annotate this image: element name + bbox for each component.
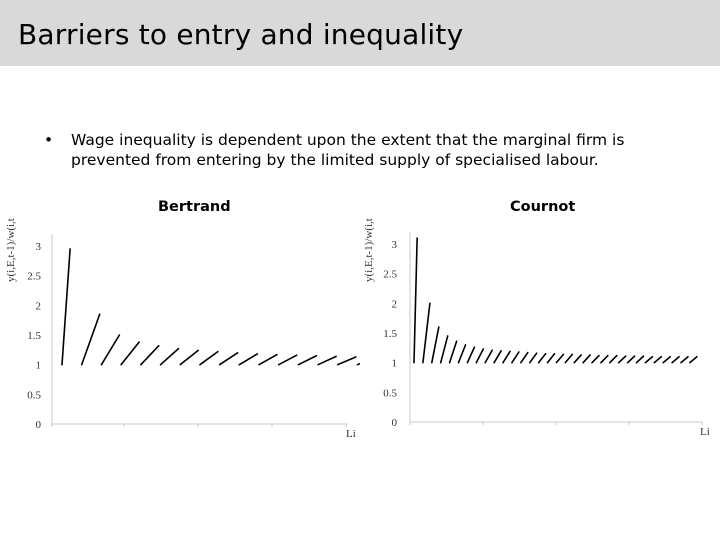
data-segment-11 — [511, 351, 520, 364]
data-segment-13 — [317, 355, 337, 366]
data-segment-30 — [680, 355, 689, 364]
data-segment-2 — [100, 334, 121, 366]
bullet-text: Wage inequality is dependent upon the ex… — [71, 131, 625, 169]
data-segment-8 — [218, 352, 239, 366]
y-axis-label: y(i,E,t-1)/w(i,t) — [5, 218, 17, 282]
data-segment-18 — [573, 354, 582, 364]
bertrand-chart-title: Bertrand — [158, 199, 231, 215]
data-segment-14 — [537, 352, 547, 364]
x-axis-label: Li — [700, 426, 710, 438]
data-segment-0 — [61, 248, 71, 366]
data-segment-28 — [662, 355, 672, 364]
data-segment-7 — [199, 350, 219, 366]
cournot-chart-title: Cournot — [510, 199, 576, 215]
data-segment-31 — [689, 355, 698, 364]
y-tick-label-2: 1 — [392, 358, 398, 370]
data-segment-7 — [475, 348, 485, 364]
data-segment-0 — [413, 237, 418, 364]
data-segment-17 — [564, 353, 574, 364]
data-segment-10 — [502, 350, 511, 364]
y-tick-label-1: 0.5 — [383, 387, 397, 399]
y-tick-label-4: 2 — [36, 300, 42, 312]
data-segment-4 — [448, 340, 458, 364]
data-segment-5 — [159, 347, 180, 366]
data-segment-3 — [120, 341, 140, 366]
title-bar: Barriers to entry and inequality — [0, 0, 720, 66]
cournot-chart: 0 0.5 1 1.5 2 2.5 3 y(i,E,t-1)/w(i,t) Li — [363, 218, 710, 438]
data-segment-29 — [671, 355, 680, 364]
x-axis-label: Li — [346, 428, 356, 440]
data-segment-27 — [653, 355, 663, 364]
y-tick-label-5: 2.5 — [383, 269, 397, 281]
data-segment-11 — [277, 354, 298, 366]
data-segment-9 — [238, 353, 259, 366]
data-segment-26 — [644, 355, 654, 364]
y-tick-label-5: 2.5 — [27, 271, 41, 283]
data-segment-8 — [484, 349, 493, 364]
data-segment-6 — [466, 346, 476, 364]
bullet-marker: • — [44, 131, 54, 149]
data-segment-3 — [439, 335, 449, 364]
data-segment-21 — [600, 354, 609, 364]
y-tick-label-6: 3 — [392, 239, 398, 251]
y-tick-label-4: 2 — [392, 298, 398, 310]
y-tick-label-3: 1.5 — [383, 328, 397, 340]
data-segment-5 — [457, 344, 467, 364]
data-segment-1 — [422, 302, 431, 364]
y-axis-label: y(i,E,t-1)/w(i,t) — [363, 218, 375, 282]
data-segment-20 — [591, 354, 600, 364]
y-tick-label-0: 0 — [36, 419, 42, 431]
data-segment-19 — [582, 354, 591, 364]
bertrand-chart: 0 0.5 1 1.5 2 2.5 3 y(i,E,t-1)/w(i,t) Li — [5, 218, 360, 440]
data-segment-16 — [555, 353, 565, 364]
data-segment-4 — [140, 344, 160, 366]
data-segment-12 — [297, 354, 318, 366]
data-segment-1 — [80, 313, 101, 366]
data-segment-25 — [635, 355, 645, 364]
data-segment-12 — [520, 351, 529, 364]
data-segment-13 — [528, 352, 538, 364]
y-tick-label-1: 0.5 — [27, 389, 41, 401]
data-segment-6 — [179, 349, 199, 366]
slide-title: Barriers to entry and inequality — [18, 18, 464, 51]
data-segment-22 — [609, 354, 618, 364]
data-segment-10 — [258, 353, 278, 366]
y-tick-label-0: 0 — [392, 417, 398, 429]
data-segment-15 — [546, 352, 556, 364]
data-segment-23 — [617, 355, 627, 364]
data-segment-2 — [431, 326, 440, 364]
data-segment-9 — [493, 350, 502, 364]
y-tick-label-6: 3 — [36, 241, 42, 253]
data-segment-14 — [336, 356, 357, 366]
data-segment-24 — [626, 355, 636, 364]
y-tick-label-2: 1 — [36, 360, 42, 372]
y-tick-label-3: 1.5 — [27, 330, 41, 342]
